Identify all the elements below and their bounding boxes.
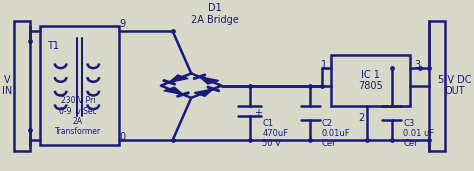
Polygon shape	[200, 77, 219, 84]
Text: V
IN: V IN	[2, 75, 12, 96]
Text: 5 V DC
OUT: 5 V DC OUT	[438, 75, 472, 96]
Text: 9: 9	[119, 19, 125, 29]
Bar	[331, 55, 410, 106]
Text: D1
2A Bridge: D1 2A Bridge	[191, 3, 238, 25]
Polygon shape	[194, 89, 213, 96]
Text: IC 1
7805: IC 1 7805	[358, 70, 383, 91]
Text: +: +	[254, 108, 262, 118]
Polygon shape	[169, 75, 188, 82]
Text: T1: T1	[46, 41, 59, 51]
Text: C1
470uF
50 V: C1 470uF 50 V	[262, 119, 288, 148]
Text: 3: 3	[414, 60, 420, 70]
Text: C2
0.01uF
Cer: C2 0.01uF Cer	[322, 119, 350, 148]
Bar	[40, 26, 119, 145]
Text: 1: 1	[321, 60, 327, 70]
Bar	[429, 21, 446, 150]
Bar	[14, 21, 30, 150]
Text: 2: 2	[358, 113, 365, 123]
Text: 230 V Pri
0-9  v Sec
2A
Transformer: 230 V Pri 0-9 v Sec 2A Transformer	[55, 96, 101, 136]
Text: 0: 0	[119, 132, 125, 142]
Polygon shape	[164, 87, 183, 95]
Text: C3
0.01 uF
Cer: C3 0.01 uF Cer	[403, 119, 435, 148]
